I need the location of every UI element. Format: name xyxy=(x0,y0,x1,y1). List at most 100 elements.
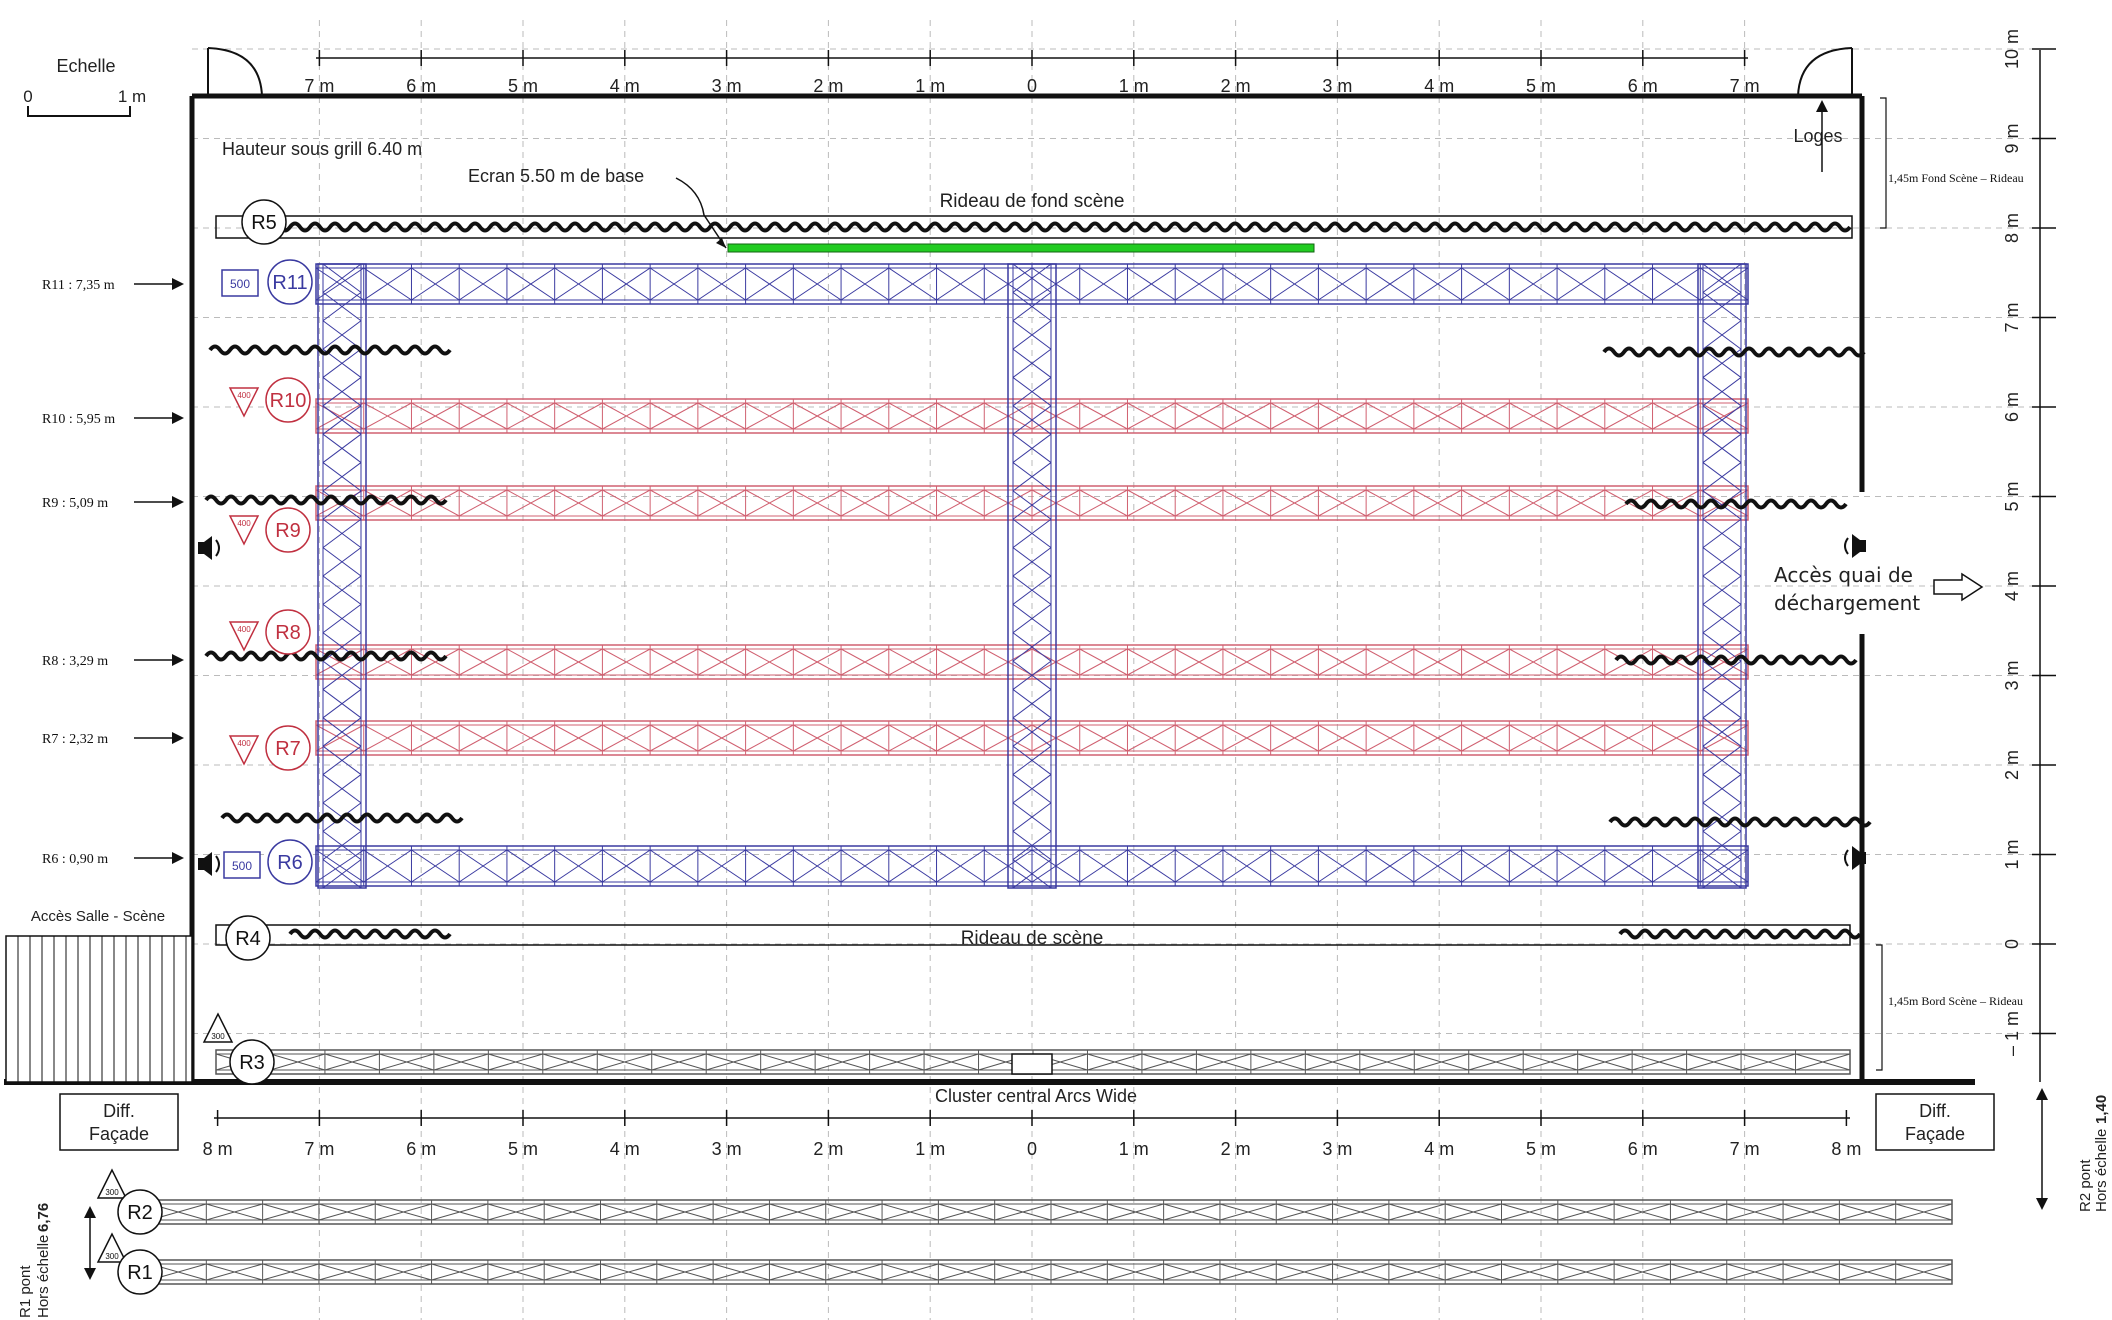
truss-r8-brace xyxy=(554,648,603,676)
truss-center-leg-brace xyxy=(1012,745,1052,775)
right-ruler-label: 2 m xyxy=(2002,750,2022,780)
truss-r9-brace xyxy=(697,489,746,517)
right-ruler-label: 5 m xyxy=(2002,481,2022,511)
truss-r1-brace xyxy=(656,1263,714,1281)
load-r6-box xyxy=(223,851,261,879)
truss-r10-brace xyxy=(745,402,794,430)
truss-r3-brace xyxy=(1523,1053,1578,1071)
truss-r11-brace xyxy=(1222,267,1271,301)
side-curtains xyxy=(204,221,1872,940)
truss-center-leg-brace xyxy=(1012,405,1052,435)
grid xyxy=(192,20,2040,1320)
truss-r8-brace xyxy=(1556,648,1606,676)
truss-r10 xyxy=(315,398,1749,434)
truss-left-leg-brace xyxy=(322,348,362,378)
truss-r9-brace xyxy=(840,489,890,517)
marker-r6-circle xyxy=(267,839,313,885)
truss-r7-brace xyxy=(1079,724,1128,752)
truss-r11-brace xyxy=(1699,267,1749,301)
truss-r2-brace xyxy=(1163,1203,1221,1221)
side-curtain-left xyxy=(208,344,452,356)
marker-r10-circle xyxy=(265,377,311,423)
truss-r3-brace xyxy=(1414,1053,1469,1071)
top-ruler-label: 6 m xyxy=(1628,76,1658,96)
truss-r6-brace xyxy=(1604,849,1653,883)
truss-right-leg-brace xyxy=(1702,603,1742,634)
diff-facade-right-line1: Diff. xyxy=(1919,1101,1951,1121)
r1-span-arrow-bottom xyxy=(84,1268,96,1280)
top-ruler-label: 6 m xyxy=(406,76,436,96)
truss-r2-brace xyxy=(1445,1203,1502,1221)
truss-r2-brace xyxy=(1726,1203,1784,1221)
truss-r8-brace xyxy=(1700,648,1749,676)
truss-r1 xyxy=(149,1259,1953,1285)
side-curtain-left xyxy=(204,494,448,506)
truss-center-leg-brace xyxy=(1012,689,1052,719)
truss-center-leg-brace xyxy=(1012,859,1052,889)
truss-r6-brace xyxy=(363,849,412,883)
truss-center-leg-brace xyxy=(1012,377,1052,407)
truss-r1-brace xyxy=(544,1263,601,1281)
stage-curtain-label: Rideau de scène xyxy=(961,928,1104,949)
truss-r9-brace xyxy=(458,489,508,517)
truss-r9-brace xyxy=(793,489,842,517)
marker-r8-circle xyxy=(265,609,311,655)
truss-r2-brace xyxy=(881,1203,939,1221)
truss-r11-brace xyxy=(1174,267,1224,301)
truss-r2-brace xyxy=(1895,1203,1953,1221)
truss-right-leg-brace xyxy=(1702,377,1742,407)
truss-r7-brace xyxy=(1700,724,1749,752)
bottom-ruler-label: 7 m xyxy=(1730,1139,1760,1159)
truss-r1-brace xyxy=(1050,1263,1108,1281)
truss-r10-brace xyxy=(1461,402,1510,430)
height-label-r7: R7 : 2,32 m xyxy=(42,732,108,747)
truss-r9-brace xyxy=(649,489,699,517)
bottom-ruler-label: 4 m xyxy=(610,1139,640,1159)
truss-r3-brace xyxy=(324,1053,380,1071)
truss-r9-brace xyxy=(411,489,460,517)
truss-r9-brace xyxy=(1556,489,1606,517)
truss-r2-brace xyxy=(1388,1203,1446,1221)
top-ruler: 7 m 6 m 5 m 4 m 3 m 2 m 1 m 0 1 m 2 m 3 m 4 m 5 m 6 m… xyxy=(304,50,1760,96)
truss-r10-brace xyxy=(1174,402,1224,430)
height-arrow-head-r10 xyxy=(172,412,184,424)
truss-right-leg-brace xyxy=(1702,689,1742,719)
truss-r9-brace xyxy=(1365,489,1415,517)
truss-r7-brace xyxy=(1365,724,1415,752)
truss-r7-brace xyxy=(1127,724,1176,752)
truss-r7-brace xyxy=(1222,724,1271,752)
truss-r8-brace xyxy=(1270,648,1319,676)
screen-label: Ecran 5.50 m de base xyxy=(468,166,644,186)
truss-r9-brace xyxy=(554,489,603,517)
truss-left-leg-brace xyxy=(322,462,362,492)
truss-r11-brace xyxy=(1556,267,1606,301)
truss-r10-brace xyxy=(363,402,412,430)
truss-r8-brace xyxy=(649,648,699,676)
right-ruler-label: 8 m xyxy=(2002,213,2022,243)
marker-r11-circle xyxy=(267,259,313,305)
truss-r9-brace xyxy=(1174,489,1224,517)
truss-r3-brace xyxy=(379,1053,435,1071)
truss-r3-brace xyxy=(1686,1053,1742,1071)
truss-left-leg-brace xyxy=(322,518,362,549)
truss-right-leg-brace xyxy=(1702,745,1742,775)
truss-r7-brace xyxy=(1174,724,1224,752)
truss-r6-brace xyxy=(793,849,842,883)
truss-r9-brace xyxy=(1509,489,1558,517)
truss-center-leg-brace xyxy=(1012,490,1052,520)
truss-r11-brace xyxy=(1461,267,1510,301)
truss-right-leg-brace xyxy=(1702,405,1742,435)
truss-left-leg-brace xyxy=(322,547,362,577)
truss-r8-brace xyxy=(840,648,890,676)
truss-left-leg-brace xyxy=(322,745,362,775)
truss-r3-brace xyxy=(270,1053,326,1071)
r2-label-value: 1,40 xyxy=(2093,1095,2110,1124)
truss-r8-brace xyxy=(1222,648,1271,676)
truss-r1-brace xyxy=(1613,1263,1671,1281)
truss-left-leg-brace xyxy=(322,575,362,605)
truss-right-leg-brace xyxy=(1702,433,1742,463)
truss-center-leg-brace xyxy=(1012,717,1052,747)
truss-r3-brace xyxy=(760,1053,816,1071)
truss-center-leg-brace xyxy=(1012,575,1052,605)
truss-r9-brace xyxy=(1461,489,1510,517)
